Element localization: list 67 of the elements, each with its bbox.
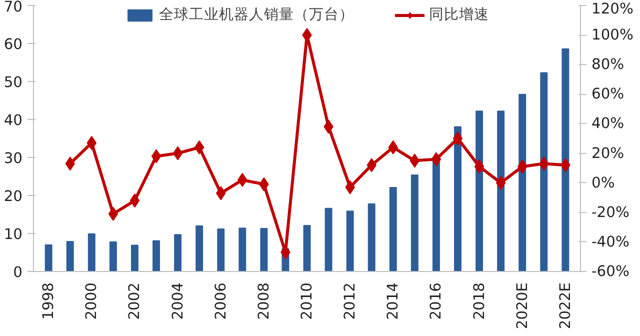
bar bbox=[324, 208, 332, 272]
x-tick-label: 2002 bbox=[126, 282, 144, 320]
y2-tick-label: 100% bbox=[592, 26, 634, 44]
y2-tick-label: 0% bbox=[592, 174, 615, 192]
legend-label: 全球工业机器人销量（万台） bbox=[159, 5, 354, 24]
bar bbox=[217, 228, 225, 272]
bar bbox=[454, 126, 462, 272]
bar bbox=[562, 48, 570, 272]
y-tick-label: 20 bbox=[4, 188, 23, 205]
y-tick-label: 50 bbox=[4, 74, 23, 91]
legend-label: 同比增速 bbox=[429, 5, 489, 24]
y2-tick-label: -20% bbox=[592, 204, 630, 221]
x-tick-label: 2018 bbox=[470, 282, 488, 320]
x-tick-label: 2008 bbox=[255, 282, 272, 320]
bar bbox=[497, 110, 505, 272]
x-tick-label: 2020E bbox=[514, 282, 531, 330]
bar bbox=[196, 225, 204, 272]
y-tick-label: 30 bbox=[4, 150, 23, 167]
bar bbox=[303, 225, 311, 272]
bar bbox=[130, 244, 138, 272]
bar bbox=[44, 244, 52, 272]
x-tick-label: 2010 bbox=[298, 282, 316, 320]
bar bbox=[432, 159, 440, 272]
x-tick-label: 2004 bbox=[169, 282, 186, 320]
x-tick-label: 2022E bbox=[556, 282, 574, 330]
point bbox=[452, 132, 463, 146]
x-tick-label: 1998 bbox=[40, 282, 58, 320]
bar bbox=[109, 241, 117, 272]
bar bbox=[346, 210, 354, 272]
x-tick-label: 2006 bbox=[212, 282, 230, 320]
bar bbox=[174, 234, 182, 272]
y-tick-label: 10 bbox=[4, 226, 23, 243]
x-tick-label: 2016 bbox=[428, 282, 445, 320]
y2-tick-label: -60% bbox=[592, 263, 630, 280]
y2-tick-label: 60% bbox=[592, 86, 624, 103]
bar bbox=[260, 228, 268, 272]
bar bbox=[66, 240, 74, 272]
point bbox=[130, 194, 140, 208]
bar bbox=[518, 94, 526, 272]
bar bbox=[410, 174, 418, 272]
bar bbox=[540, 72, 548, 272]
y2-tick-label: 120% bbox=[592, 0, 634, 18]
x-tick-label: 2014 bbox=[384, 282, 402, 320]
point bbox=[151, 149, 162, 164]
bar bbox=[238, 228, 246, 272]
bar bbox=[368, 203, 376, 272]
point bbox=[108, 206, 118, 221]
y-tick-label: 40 bbox=[4, 112, 23, 129]
y-tick-label: 60 bbox=[4, 36, 23, 53]
y2-tick-label: -40% bbox=[592, 233, 630, 250]
point bbox=[194, 140, 204, 154]
bar bbox=[389, 187, 397, 272]
point bbox=[410, 154, 420, 168]
point bbox=[431, 152, 442, 166]
bar bbox=[88, 233, 96, 272]
y-tick-label: 0 bbox=[13, 264, 23, 281]
x-tick-label: 2012 bbox=[342, 282, 359, 320]
y-tick-label: 70 bbox=[4, 0, 23, 16]
point bbox=[172, 146, 183, 160]
y2-tick-label: 80% bbox=[592, 56, 624, 74]
bar bbox=[152, 240, 160, 272]
bar bbox=[476, 110, 484, 272]
y2-tick-label: 20% bbox=[592, 144, 624, 162]
point bbox=[496, 176, 506, 190]
y2-tick-label: 40% bbox=[592, 115, 624, 132]
x-tick-label: 2000 bbox=[83, 282, 100, 320]
point bbox=[474, 160, 484, 174]
